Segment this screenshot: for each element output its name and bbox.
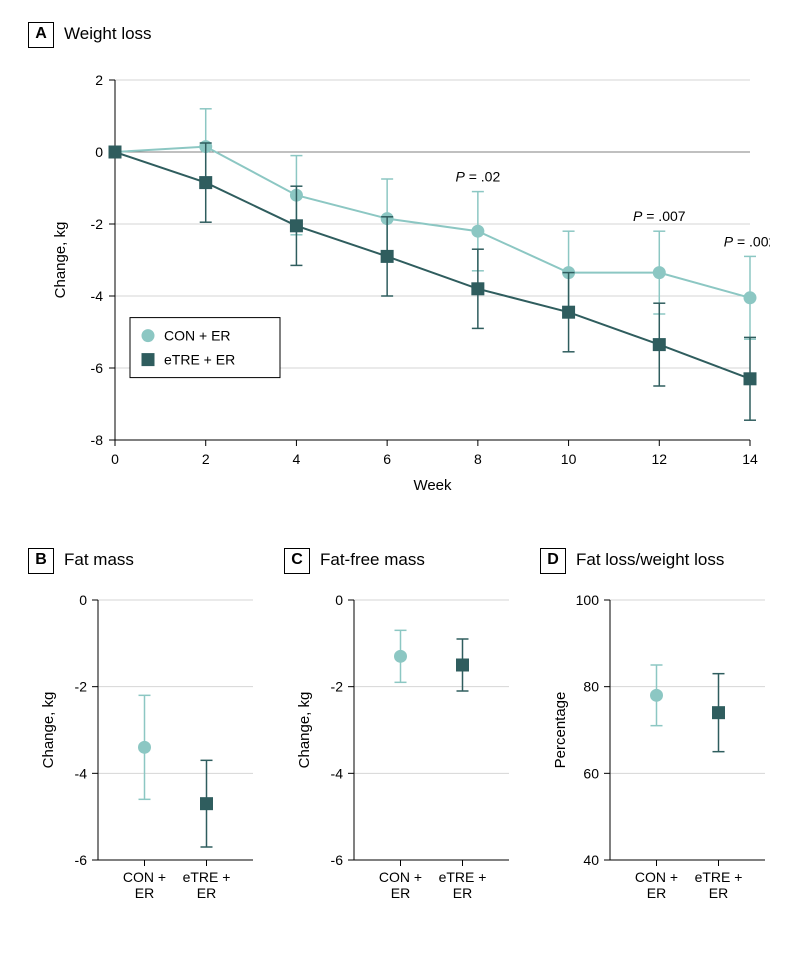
panel-c-title: Fat-free mass [320,550,425,570]
svg-text:-2: -2 [91,216,104,232]
svg-text:100: 100 [576,592,600,608]
svg-text:Week: Week [413,477,452,494]
svg-text:-2: -2 [331,679,344,695]
svg-text:-8: -8 [91,432,104,448]
svg-text:-2: -2 [75,679,88,695]
svg-text:CON +: CON + [635,869,678,885]
panel-d-chart: 406080100PercentageCON +EReTRE +ER [540,580,780,950]
svg-text:eTRE +: eTRE + [439,869,487,885]
svg-text:ER: ER [391,885,410,901]
panel-a-chart: -8 -6 -4 -2 0 2 Change, kg 0 2 4 6 8 10 12 14 Week CON +… [30,50,770,520]
svg-text:ER: ER [709,885,728,901]
svg-text:12: 12 [651,451,667,467]
svg-text:-6: -6 [331,852,344,868]
svg-text:60: 60 [583,765,599,781]
svg-text:P = .02: P = .02 [455,169,500,185]
panel-d-title: Fat loss/weight loss [576,550,724,570]
svg-text:CON + ER: CON + ER [164,328,231,344]
panel-a-letter: A [28,22,54,48]
panel-b-letter: B [28,548,54,574]
svg-text:ER: ER [647,885,666,901]
svg-text:P = .002: P = .002 [724,233,770,249]
svg-text:0: 0 [79,592,87,608]
figure-stage: A Weight loss -8 -6 -4 -2 0 2 Change, kg 0 2 4 6 8 1… [0,0,794,955]
svg-text:eTRE +: eTRE + [695,869,743,885]
svg-text:2: 2 [95,72,103,88]
panel-d-letter: D [540,548,566,574]
svg-text:14: 14 [742,451,758,467]
svg-text:10: 10 [561,451,577,467]
svg-text:0: 0 [335,592,343,608]
svg-text:CON +: CON + [379,869,422,885]
panel-b-chart: -6-4-20Change, kgCON +EReTRE +ER [28,580,268,950]
svg-text:-6: -6 [75,852,88,868]
svg-text:P = .007: P = .007 [633,208,686,224]
svg-text:40: 40 [583,852,599,868]
svg-text:-4: -4 [75,765,88,781]
svg-text:CON +: CON + [123,869,166,885]
svg-text:eTRE + ER: eTRE + ER [164,352,235,368]
svg-text:Change, kg: Change, kg [52,222,69,299]
svg-text:ER: ER [453,885,472,901]
panel-c-chart: -6-4-20Change, kgCON +EReTRE +ER [284,580,524,950]
svg-text:-6: -6 [91,360,104,376]
svg-text:Change, kg: Change, kg [296,692,313,769]
svg-text:4: 4 [293,451,301,467]
svg-text:Change, kg: Change, kg [40,692,57,769]
svg-text:2: 2 [202,451,210,467]
svg-text:6: 6 [383,451,391,467]
panel-a-title: Weight loss [64,24,152,44]
svg-text:-4: -4 [91,288,104,304]
svg-text:eTRE +: eTRE + [183,869,231,885]
svg-text:80: 80 [583,679,599,695]
svg-text:Percentage: Percentage [552,692,569,769]
svg-text:ER: ER [135,885,154,901]
panel-b-title: Fat mass [64,550,134,570]
svg-text:ER: ER [197,885,216,901]
panel-c-letter: C [284,548,310,574]
svg-text:0: 0 [95,144,103,160]
svg-text:-4: -4 [331,765,344,781]
svg-text:8: 8 [474,451,482,467]
svg-text:0: 0 [111,451,119,467]
